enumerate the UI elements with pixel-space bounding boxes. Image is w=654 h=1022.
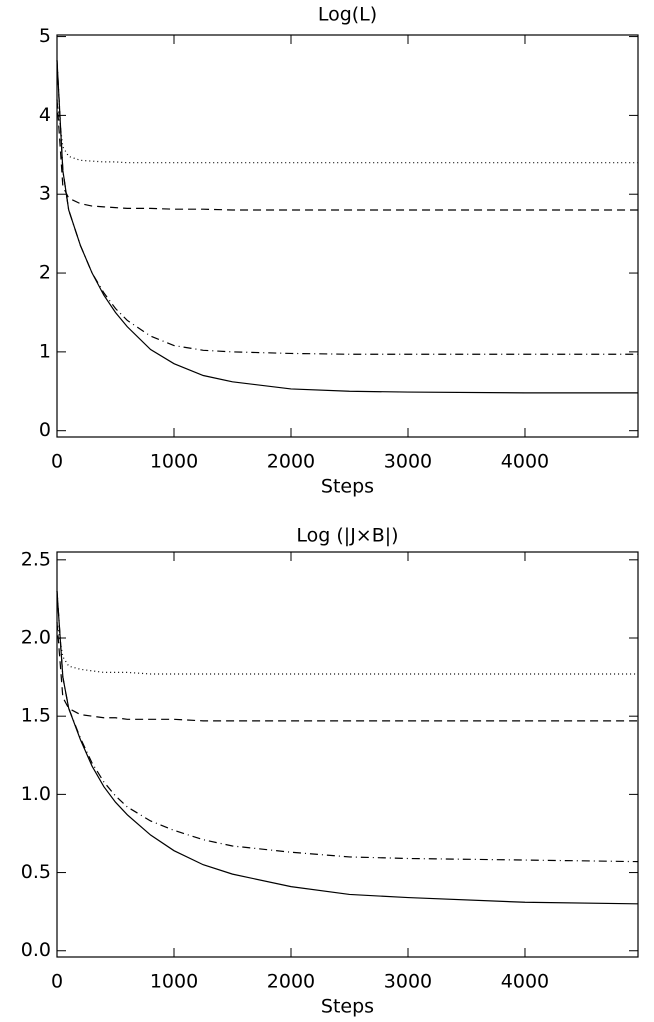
chart-title: Log(L) (318, 4, 377, 26)
plot-frame (56, 551, 639, 958)
y-tick-label: 0.0 (21, 939, 51, 961)
x-tick-label: 1000 (150, 451, 198, 473)
y-tick-label: 0.5 (21, 861, 51, 883)
y-tick-label: 2.0 (21, 627, 51, 649)
data-line (56, 622, 638, 722)
y-tick-label: 1.0 (21, 783, 51, 805)
data-line (56, 99, 638, 164)
x-tick-label: 3000 (384, 971, 432, 993)
x-tick-label: 0 (51, 971, 63, 993)
data-line (56, 60, 638, 394)
x-tick-label: 3000 (384, 451, 432, 473)
y-tick-label: 0 (39, 419, 51, 441)
x-tick-label: 1000 (150, 971, 198, 993)
plot-frame (56, 34, 639, 438)
y-tick-label: 4 (39, 104, 51, 126)
y-tick-label: 5 (39, 25, 51, 47)
chart-title: Log (|J×B|) (296, 525, 398, 547)
y-tick-label: 2 (39, 262, 51, 284)
x-tick-label: 2000 (267, 451, 315, 473)
y-tick-label: 1 (39, 340, 51, 362)
y-tick-label: 2.5 (21, 548, 51, 570)
data-line (56, 622, 638, 675)
x-axis-label: Steps (321, 996, 374, 1018)
x-tick-label: 4000 (501, 971, 549, 993)
y-tick-label: 1.5 (21, 705, 51, 727)
x-tick-label: 2000 (267, 971, 315, 993)
data-line (56, 591, 639, 863)
x-tick-label: 0 (51, 451, 63, 473)
y-tick-label: 3 (39, 183, 51, 205)
data-line (56, 99, 638, 211)
x-axis-label: Steps (321, 476, 374, 498)
data-line (56, 60, 638, 355)
x-tick-label: 4000 (501, 451, 549, 473)
